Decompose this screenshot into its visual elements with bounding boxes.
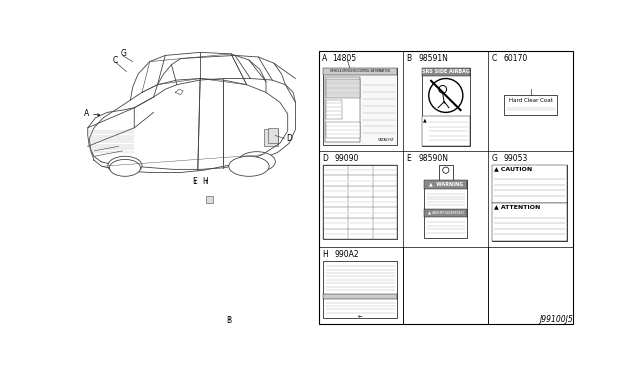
Circle shape <box>443 167 449 173</box>
Text: G: G <box>492 154 497 163</box>
Text: ▲  WARNING: ▲ WARNING <box>429 181 463 186</box>
Bar <box>323 294 397 299</box>
Text: ▲: ▲ <box>423 117 427 122</box>
Bar <box>205 196 213 203</box>
Text: 98590N: 98590N <box>419 154 449 163</box>
Bar <box>492 203 568 241</box>
Bar <box>504 95 557 115</box>
Text: ▲ CAUTION: ▲ CAUTION <box>493 166 532 171</box>
Text: Hard Clear Coat: Hard Clear Coat <box>509 98 552 103</box>
Text: H: H <box>322 250 328 259</box>
Bar <box>422 68 470 76</box>
Text: D: D <box>322 154 328 163</box>
Text: 14805: 14805 <box>333 54 356 63</box>
Bar <box>424 209 467 217</box>
Bar <box>326 100 342 119</box>
Bar <box>325 77 360 142</box>
Text: A: A <box>84 109 90 118</box>
Text: G: G <box>120 49 126 58</box>
Bar <box>424 180 467 189</box>
Bar <box>422 68 470 146</box>
Ellipse shape <box>109 159 140 176</box>
Text: 98591N: 98591N <box>419 54 449 63</box>
Ellipse shape <box>229 156 269 176</box>
Text: J99100J5: J99100J5 <box>539 315 573 324</box>
Bar <box>492 165 568 241</box>
Text: A: A <box>322 54 327 63</box>
Text: 60170: 60170 <box>504 54 528 63</box>
Text: ←: ← <box>358 314 363 318</box>
Bar <box>264 129 278 146</box>
Text: C: C <box>492 54 497 63</box>
Text: H: H <box>203 177 209 186</box>
Text: CATALYST: CATALYST <box>377 138 394 142</box>
Text: B: B <box>226 316 232 325</box>
Text: D: D <box>286 134 292 143</box>
Text: 99053: 99053 <box>504 154 528 163</box>
Bar <box>323 165 397 240</box>
Text: E: E <box>193 177 197 186</box>
Text: C: C <box>113 55 118 64</box>
Text: VEHICLE EMISSION CONTROL INFORMATION: VEHICLE EMISSION CONTROL INFORMATION <box>330 68 390 73</box>
Bar <box>319 51 573 324</box>
Text: ▲ ATTENTION: ▲ ATTENTION <box>493 205 540 209</box>
Bar <box>323 68 397 76</box>
Text: E: E <box>406 154 412 163</box>
Bar <box>422 116 470 146</box>
Bar <box>323 68 397 145</box>
Bar <box>326 122 360 138</box>
Ellipse shape <box>238 152 275 172</box>
Text: ▲ AVERTISSEMENT: ▲ AVERTISSEMENT <box>428 210 464 214</box>
Text: 990A2: 990A2 <box>334 250 359 259</box>
Bar <box>424 180 467 238</box>
Text: 99090: 99090 <box>334 154 358 163</box>
Bar <box>326 78 360 98</box>
Ellipse shape <box>108 156 142 175</box>
Text: SRS SIDE AIRBAG: SRS SIDE AIRBAG <box>422 68 470 74</box>
Text: B: B <box>406 54 412 63</box>
Bar <box>492 165 568 203</box>
Bar <box>268 128 278 143</box>
Bar <box>439 165 452 180</box>
Bar <box>323 261 397 318</box>
